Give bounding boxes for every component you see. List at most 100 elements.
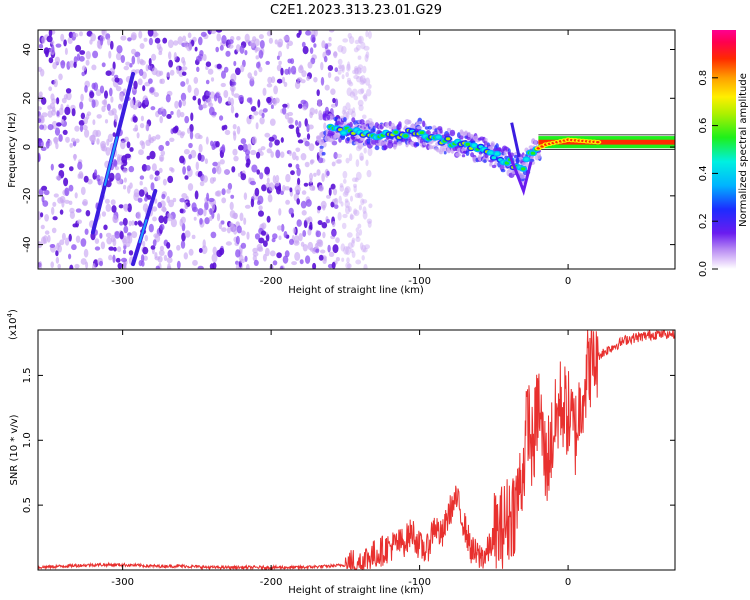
noise-point [170, 111, 174, 115]
noise-point [118, 92, 124, 101]
noise-point [347, 32, 352, 39]
noise-point [197, 98, 201, 106]
noise-point [276, 55, 280, 60]
noise-point [355, 236, 361, 242]
noise-point [181, 232, 186, 242]
noise-point [258, 49, 264, 59]
noise-point [295, 163, 300, 170]
noise-point [100, 241, 106, 250]
noise-point [44, 230, 50, 235]
noise-point [219, 115, 224, 121]
noise-point [327, 244, 331, 253]
noise-point [362, 206, 367, 215]
noise-point [120, 257, 128, 263]
noise-point [230, 194, 235, 199]
noise-point [198, 143, 203, 153]
noise-point [235, 235, 240, 245]
noise-point [119, 221, 124, 226]
bottom-axis-ticks: -300 -200 -100 0 0.5 1.0 1.5 [22, 330, 675, 588]
noise-point [123, 265, 127, 269]
noise-point [353, 47, 359, 53]
noise-point [305, 255, 311, 264]
noise-point [363, 45, 370, 51]
noise-point [58, 163, 65, 169]
noise-point [367, 30, 372, 39]
noise-point [48, 30, 53, 37]
noise-point [290, 65, 297, 75]
noise-point [194, 46, 198, 52]
track-blob-core [494, 152, 500, 156]
noise-point [348, 81, 354, 87]
noise-point [215, 141, 220, 148]
noise-point [181, 193, 188, 199]
noise-point [235, 44, 241, 53]
noise-point [102, 145, 108, 152]
noise-point [149, 150, 156, 160]
noise-point [350, 248, 354, 254]
noise-point [320, 61, 324, 71]
noise-point [158, 144, 164, 152]
noise-point [215, 30, 223, 33]
noise-point [324, 84, 330, 91]
track-speckle [326, 114, 331, 121]
noise-point [128, 165, 135, 173]
noise-point [118, 104, 122, 111]
noise-point [351, 239, 355, 248]
noise-point [210, 231, 217, 239]
noise-point [207, 97, 212, 106]
noise-point [107, 37, 111, 46]
noise-point [278, 60, 282, 65]
noise-point [173, 52, 177, 61]
noise-point [236, 125, 241, 135]
noise-point [351, 88, 358, 97]
noise-point [334, 76, 340, 82]
noise-point [165, 94, 171, 103]
noise-point [276, 64, 282, 72]
noise-point [349, 213, 354, 220]
noise-point [221, 70, 226, 79]
track-speckle [343, 117, 347, 122]
noise-point [344, 186, 351, 194]
noise-point [129, 182, 133, 189]
noise-point [288, 163, 293, 168]
noise-point [155, 265, 160, 269]
noise-point [128, 220, 132, 227]
noise-point [202, 175, 208, 183]
noise-point [131, 48, 137, 55]
noise-point [145, 123, 150, 132]
noise-point [359, 155, 364, 161]
noise-point [260, 230, 267, 236]
noise-point [227, 96, 231, 105]
noise-point [189, 124, 194, 133]
noise-point [78, 120, 85, 126]
noise-point [339, 183, 344, 188]
noise-point [360, 88, 365, 94]
noise-point [239, 212, 244, 222]
noise-point [327, 65, 334, 71]
noise-point [250, 39, 256, 49]
noise-point [60, 103, 64, 111]
noise-point [362, 94, 368, 100]
noise-point [47, 110, 53, 118]
noise-point [169, 69, 175, 76]
track-speckle [321, 151, 326, 156]
noise-point [362, 114, 367, 120]
noise-point [68, 233, 72, 242]
noise-point [310, 34, 316, 43]
noise-point [286, 102, 290, 109]
noise-point [193, 76, 199, 84]
noise-point [365, 51, 370, 59]
noise-point [357, 142, 363, 150]
noise-point [288, 124, 295, 129]
noise-point [59, 195, 66, 204]
noise-point [330, 201, 335, 208]
noise-point [72, 223, 78, 228]
top-axes-frame [37, 29, 676, 270]
noise-point [328, 251, 335, 257]
noise-point [41, 36, 46, 44]
noise-point [313, 30, 318, 37]
noise-point [250, 180, 256, 186]
noise-point [227, 44, 234, 49]
noise-point [355, 145, 362, 152]
noise-point [223, 66, 229, 73]
